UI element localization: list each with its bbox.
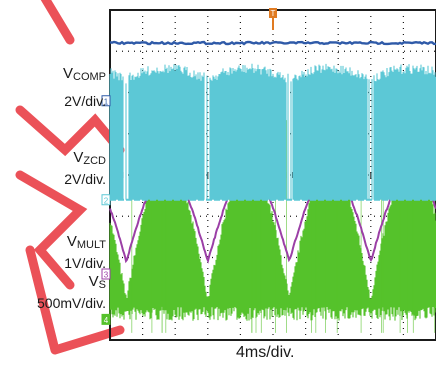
trigger-marker [269,8,277,18]
channel-marker-label-1: 1 [104,97,109,106]
vzcd-label: VZCD [73,149,106,168]
vzcd-scale: 2V/div. [64,171,106,187]
channel-marker-1 [101,95,111,107]
channel-marker-label-4: 4 [104,316,109,325]
trigger-marker-label: T [271,9,276,18]
vcomp-label: VCOMP [62,65,106,84]
channel-marker-label-3: 3 [104,271,109,280]
channel-marker-3 [101,268,111,280]
channel-marker-2 [101,194,111,206]
vs-scale: 500mV/div. [37,295,106,311]
timebase-label: 4ms/div. [236,344,295,361]
channel-marker-4 [101,313,111,325]
vcomp-scale: 2V/div. [64,93,106,109]
channel-marker-label-2: 2 [104,196,109,205]
vzcd-trace [109,63,436,200]
vs-label: VS [88,273,106,292]
vcomp-trace [109,40,436,46]
vmult-label: VMULT [66,233,106,252]
vmult-scale: 1V/div. [64,255,106,271]
